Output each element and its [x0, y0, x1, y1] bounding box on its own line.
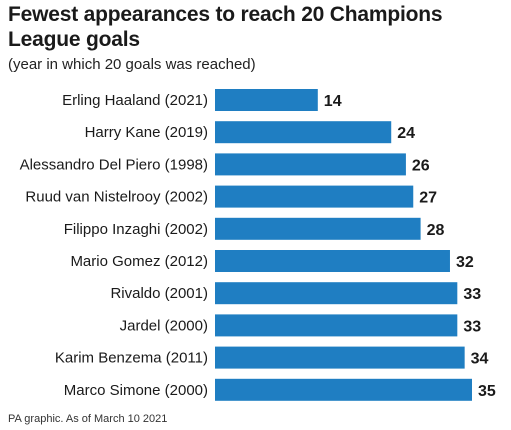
- bar-row: Harry Kane (2019) 24: [85, 121, 415, 144]
- value-label: 33: [463, 318, 481, 335]
- value-label: 28: [427, 222, 445, 239]
- bar: [215, 217, 421, 240]
- bar: [215, 314, 458, 337]
- bar-row: Ruud van Nistelrooy (2002) 27: [25, 185, 437, 208]
- chart-title: Fewest appearances to reach 20 Champions…: [8, 3, 443, 51]
- value-label: 24: [397, 125, 415, 142]
- category-label: Mario Gomez (2012): [70, 253, 208, 270]
- bar-row: Karim Benzema (2011) 34: [55, 346, 489, 369]
- value-label: 27: [419, 190, 437, 207]
- value-label: 35: [478, 383, 496, 400]
- bar: [215, 89, 318, 111]
- bar: [215, 378, 472, 401]
- bar: [215, 250, 450, 272]
- category-label: Rivaldo (2001): [110, 285, 208, 302]
- bar: [215, 121, 392, 144]
- bar-row: Mario Gomez (2012) 32: [70, 250, 474, 272]
- bar-row: Jardel (2000) 33: [120, 314, 481, 337]
- category-label: Alessandro Del Piero (1998): [20, 156, 208, 173]
- category-label: Ruud van Nistelrooy (2002): [25, 189, 208, 206]
- bar: [215, 282, 458, 305]
- bar: [215, 153, 406, 176]
- value-label: 32: [456, 254, 474, 271]
- category-label: Marco Simone (2000): [64, 382, 208, 399]
- value-label: 34: [471, 351, 489, 368]
- chart-subtitle: (year in which 20 goals was reached): [8, 56, 256, 73]
- category-label: Filippo Inzaghi (2002): [64, 221, 208, 238]
- source-footer: PA graphic. As of March 10 2021: [8, 413, 168, 425]
- bar-row: Rivaldo (2001) 33: [110, 282, 481, 305]
- bar-row: Alessandro Del Piero (1998) 26: [20, 153, 430, 176]
- bar-row: Filippo Inzaghi (2002) 28: [64, 217, 445, 240]
- category-label: Erling Haaland (2021): [62, 92, 208, 109]
- bar: [215, 346, 465, 369]
- category-label: Harry Kane (2019): [85, 124, 208, 141]
- value-label: 14: [324, 93, 342, 110]
- bar-row: Marco Simone (2000) 35: [64, 378, 496, 401]
- bar: [215, 185, 414, 208]
- value-label: 26: [412, 157, 430, 174]
- category-label: Jardel (2000): [120, 317, 208, 334]
- value-label: 33: [463, 286, 481, 303]
- category-label: Karim Benzema (2011): [55, 350, 208, 367]
- bar-row: Erling Haaland (2021) 14: [62, 89, 342, 111]
